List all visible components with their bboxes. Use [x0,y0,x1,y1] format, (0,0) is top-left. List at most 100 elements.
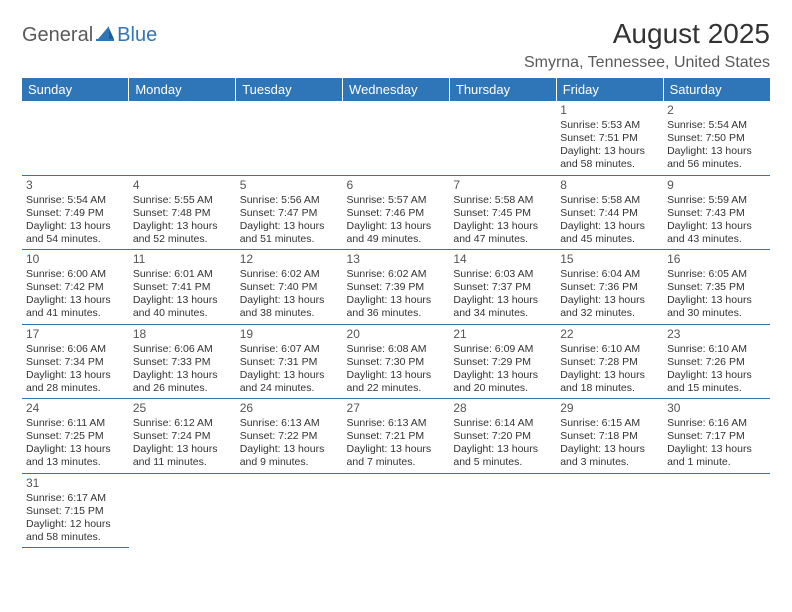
day-number: 31 [26,476,125,491]
sunrise-text: Sunrise: 6:16 AM [667,417,766,430]
daylight2-text: and 34 minutes. [453,307,552,320]
daylight1-text: Daylight: 13 hours [26,369,125,382]
calendar-cell: 19Sunrise: 6:07 AMSunset: 7:31 PMDayligh… [236,324,343,399]
daylight1-text: Daylight: 13 hours [347,220,446,233]
sunrise-text: Sunrise: 6:00 AM [26,268,125,281]
day-number: 7 [453,178,552,193]
calendar-cell [129,473,236,548]
calendar-cell [556,473,663,548]
daylight2-text: and 38 minutes. [240,307,339,320]
daylight2-text: and 56 minutes. [667,158,766,171]
calendar-cell: 17Sunrise: 6:06 AMSunset: 7:34 PMDayligh… [22,324,129,399]
calendar-cell: 21Sunrise: 6:09 AMSunset: 7:29 PMDayligh… [449,324,556,399]
day-number: 25 [133,401,232,416]
calendar-cell [236,101,343,175]
daylight2-text: and 24 minutes. [240,382,339,395]
sunrise-text: Sunrise: 6:10 AM [560,343,659,356]
daylight1-text: Daylight: 13 hours [453,443,552,456]
calendar-cell: 4Sunrise: 5:55 AMSunset: 7:48 PMDaylight… [129,175,236,250]
day-number: 6 [347,178,446,193]
sunset-text: Sunset: 7:40 PM [240,281,339,294]
sunset-text: Sunset: 7:35 PM [667,281,766,294]
daylight2-text: and 41 minutes. [26,307,125,320]
sunrise-text: Sunrise: 6:14 AM [453,417,552,430]
calendar-cell: 3Sunrise: 5:54 AMSunset: 7:49 PMDaylight… [22,175,129,250]
page-title: August 2025 [524,18,770,50]
day-number: 10 [26,252,125,267]
calendar-cell: 30Sunrise: 6:16 AMSunset: 7:17 PMDayligh… [663,399,770,474]
day-header: Saturday [663,78,770,101]
daylight1-text: Daylight: 13 hours [667,443,766,456]
sunset-text: Sunset: 7:50 PM [667,132,766,145]
calendar-cell: 14Sunrise: 6:03 AMSunset: 7:37 PMDayligh… [449,250,556,325]
day-header: Monday [129,78,236,101]
day-number: 21 [453,327,552,342]
sunset-text: Sunset: 7:21 PM [347,430,446,443]
day-number: 17 [26,327,125,342]
sunrise-text: Sunrise: 6:15 AM [560,417,659,430]
daylight2-text: and 18 minutes. [560,382,659,395]
calendar-cell: 2Sunrise: 5:54 AMSunset: 7:50 PMDaylight… [663,101,770,175]
day-header: Thursday [449,78,556,101]
sunset-text: Sunset: 7:20 PM [453,430,552,443]
day-number: 24 [26,401,125,416]
header: General Blue August 2025 Smyrna, Tenness… [22,18,770,72]
daylight1-text: Daylight: 13 hours [667,294,766,307]
calendar-row: 24Sunrise: 6:11 AMSunset: 7:25 PMDayligh… [22,399,770,474]
day-number: 28 [453,401,552,416]
day-number: 11 [133,252,232,267]
sunrise-text: Sunrise: 6:11 AM [26,417,125,430]
calendar-cell [449,473,556,548]
calendar-cell [22,101,129,175]
calendar-cell: 13Sunrise: 6:02 AMSunset: 7:39 PMDayligh… [343,250,450,325]
calendar-cell [343,101,450,175]
daylight2-text: and 51 minutes. [240,233,339,246]
calendar-table: Sunday Monday Tuesday Wednesday Thursday… [22,78,770,548]
daylight2-text: and 7 minutes. [347,456,446,469]
day-header: Friday [556,78,663,101]
sunset-text: Sunset: 7:45 PM [453,207,552,220]
daylight2-text: and 26 minutes. [133,382,232,395]
sunrise-text: Sunrise: 5:53 AM [560,119,659,132]
calendar-row: 17Sunrise: 6:06 AMSunset: 7:34 PMDayligh… [22,324,770,399]
sunset-text: Sunset: 7:26 PM [667,356,766,369]
daylight1-text: Daylight: 13 hours [453,294,552,307]
daylight2-text: and 45 minutes. [560,233,659,246]
sunrise-text: Sunrise: 5:58 AM [560,194,659,207]
calendar-cell: 25Sunrise: 6:12 AMSunset: 7:24 PMDayligh… [129,399,236,474]
sunset-text: Sunset: 7:15 PM [26,505,125,518]
sail-icon [95,24,115,47]
daylight1-text: Daylight: 13 hours [133,443,232,456]
calendar-cell: 28Sunrise: 6:14 AMSunset: 7:20 PMDayligh… [449,399,556,474]
daylight2-text: and 58 minutes. [26,531,125,544]
sunrise-text: Sunrise: 6:03 AM [453,268,552,281]
daylight1-text: Daylight: 13 hours [240,369,339,382]
daylight1-text: Daylight: 13 hours [133,369,232,382]
sunrise-text: Sunrise: 6:17 AM [26,492,125,505]
daylight2-text: and 49 minutes. [347,233,446,246]
daylight2-text: and 30 minutes. [667,307,766,320]
sunrise-text: Sunrise: 5:56 AM [240,194,339,207]
sunrise-text: Sunrise: 6:13 AM [347,417,446,430]
sunrise-text: Sunrise: 6:08 AM [347,343,446,356]
calendar-cell: 5Sunrise: 5:56 AMSunset: 7:47 PMDaylight… [236,175,343,250]
sunrise-text: Sunrise: 6:02 AM [347,268,446,281]
calendar-cell: 23Sunrise: 6:10 AMSunset: 7:26 PMDayligh… [663,324,770,399]
day-number: 15 [560,252,659,267]
sunrise-text: Sunrise: 6:05 AM [667,268,766,281]
day-number: 2 [667,103,766,118]
daylight2-text: and 28 minutes. [26,382,125,395]
daylight1-text: Daylight: 13 hours [667,220,766,233]
daylight2-text: and 43 minutes. [667,233,766,246]
daylight2-text: and 22 minutes. [347,382,446,395]
daylight2-text: and 58 minutes. [560,158,659,171]
daylight1-text: Daylight: 13 hours [347,369,446,382]
sunset-text: Sunset: 7:49 PM [26,207,125,220]
day-number: 4 [133,178,232,193]
calendar-cell: 12Sunrise: 6:02 AMSunset: 7:40 PMDayligh… [236,250,343,325]
sunset-text: Sunset: 7:29 PM [453,356,552,369]
daylight1-text: Daylight: 13 hours [453,369,552,382]
sunset-text: Sunset: 7:28 PM [560,356,659,369]
sunrise-text: Sunrise: 6:13 AM [240,417,339,430]
daylight1-text: Daylight: 13 hours [560,145,659,158]
